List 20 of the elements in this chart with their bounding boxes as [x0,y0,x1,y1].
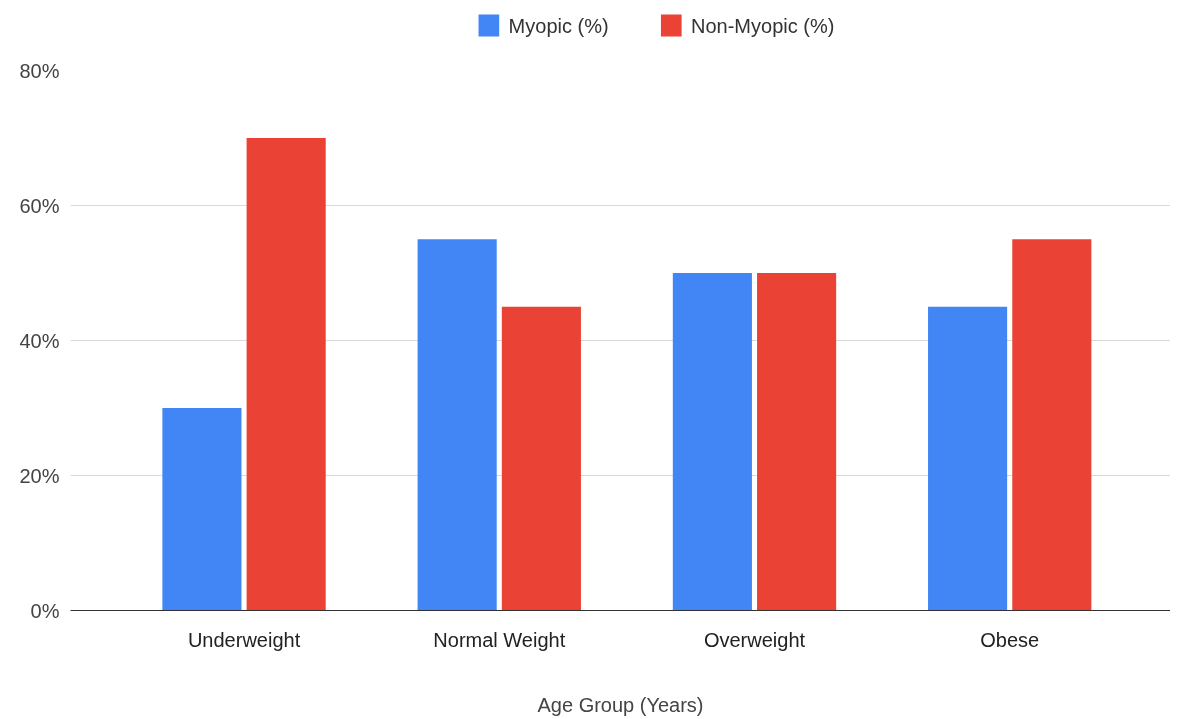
x-axis-title: Age Group (Years) [537,693,704,716]
bar [246,138,326,611]
bar [1012,239,1092,611]
bar [928,306,1008,611]
bar [501,306,581,611]
bar [672,273,752,611]
y-tick-label: 20% [19,464,60,487]
x-tick-label: Underweight [187,628,301,651]
x-tick-label: Obese [980,628,1040,651]
bar [417,239,497,611]
y-tick-label: 0% [30,599,60,622]
legend-label: Non-Myopic (%) [691,14,835,37]
y-tick-label: 60% [19,194,60,217]
x-tick-label: Overweight [703,628,806,651]
legend-label: Myopic (%) [508,14,609,37]
y-tick-label: 80% [19,59,60,82]
bar [757,273,837,611]
x-tick-label: Normal Weight [433,628,566,651]
bar [162,408,242,611]
y-tick-label: 40% [19,329,60,352]
